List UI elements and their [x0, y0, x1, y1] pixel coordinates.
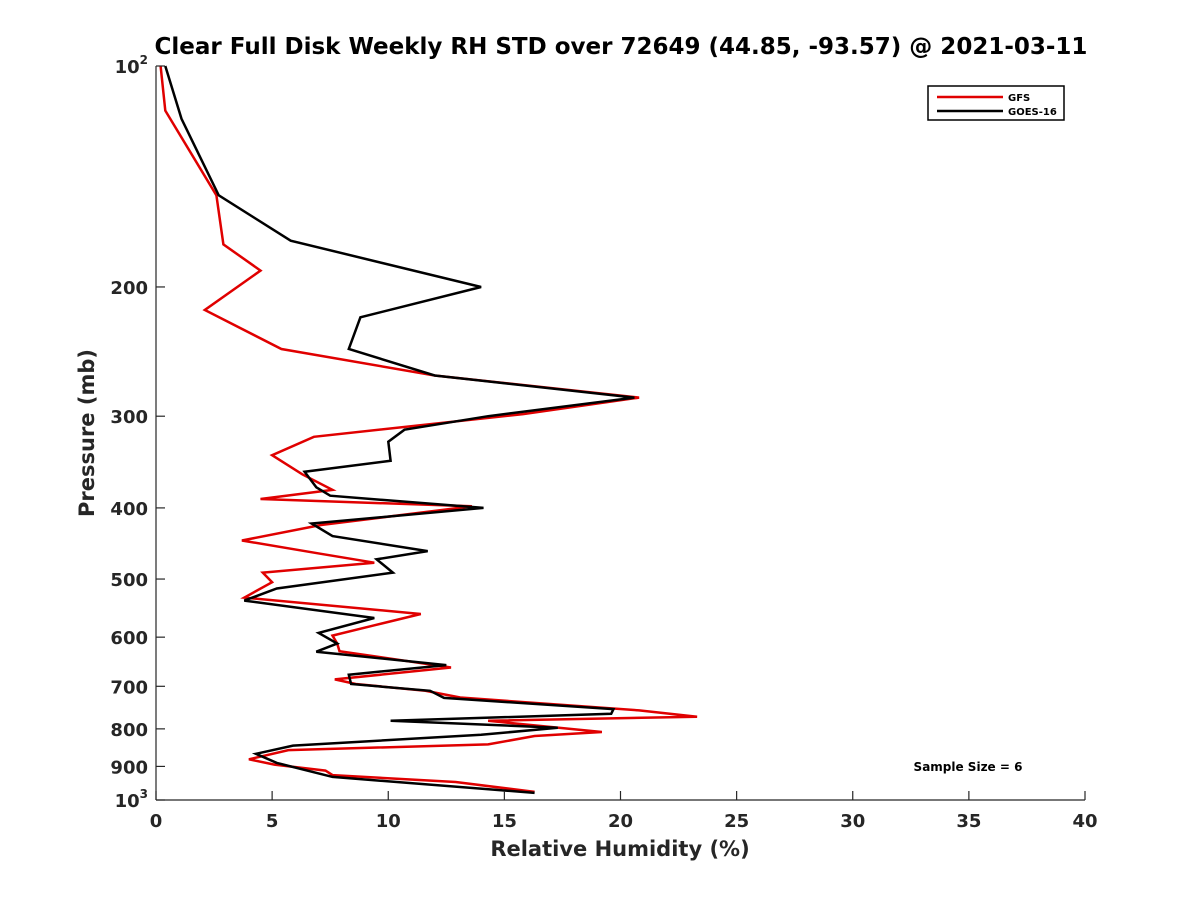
x-tick-label: 0 — [150, 811, 163, 832]
chart-title: Clear Full Disk Weekly RH STD over 72649… — [155, 34, 1088, 60]
x-tick-label: 15 — [492, 811, 517, 832]
legend-box — [927, 85, 1065, 121]
series-line-goes16 — [164, 65, 635, 795]
x-tick-label: 20 — [608, 811, 633, 832]
x-tick-label: 30 — [840, 811, 865, 832]
x-axis-label: Relative Humidity (%) — [490, 837, 749, 861]
x-tick-label: 35 — [956, 811, 981, 832]
y-tick-label: 300 — [110, 407, 148, 428]
y-tick-label: 900 — [110, 757, 148, 778]
y-tick-label: 600 — [110, 628, 148, 649]
x-tick-label: 25 — [724, 811, 749, 832]
plot-area — [155, 65, 1085, 801]
y-tick-label: 700 — [110, 677, 148, 698]
x-tick-label: 10 — [376, 811, 401, 832]
x-axis: 0 5 10 15 20 25 30 35 40 — [150, 791, 1098, 832]
y-tick-label: 200 — [110, 278, 148, 299]
series-line-gfs — [159, 65, 698, 794]
y-axis-label: Pressure (mb) — [75, 349, 99, 517]
sample-size-annotation: Sample Size = 6 — [914, 760, 1023, 774]
legend: GFS GOES-16 — [927, 85, 1065, 121]
y-tick-label: 102 — [115, 53, 148, 78]
y-axis: 102 200 300 400 500 600 700 800 900 103 — [110, 53, 165, 812]
x-tick-label: 5 — [266, 811, 279, 832]
y-tick-label: 103 — [115, 787, 148, 812]
y-tick-label: 500 — [110, 570, 148, 591]
y-tick-label: 400 — [110, 499, 148, 520]
legend-label-gfs: GFS — [1008, 93, 1030, 104]
legend-label-goes16: GOES-16 — [1008, 107, 1057, 118]
y-tick-label: 800 — [110, 720, 148, 741]
x-tick-label: 40 — [1072, 811, 1097, 832]
